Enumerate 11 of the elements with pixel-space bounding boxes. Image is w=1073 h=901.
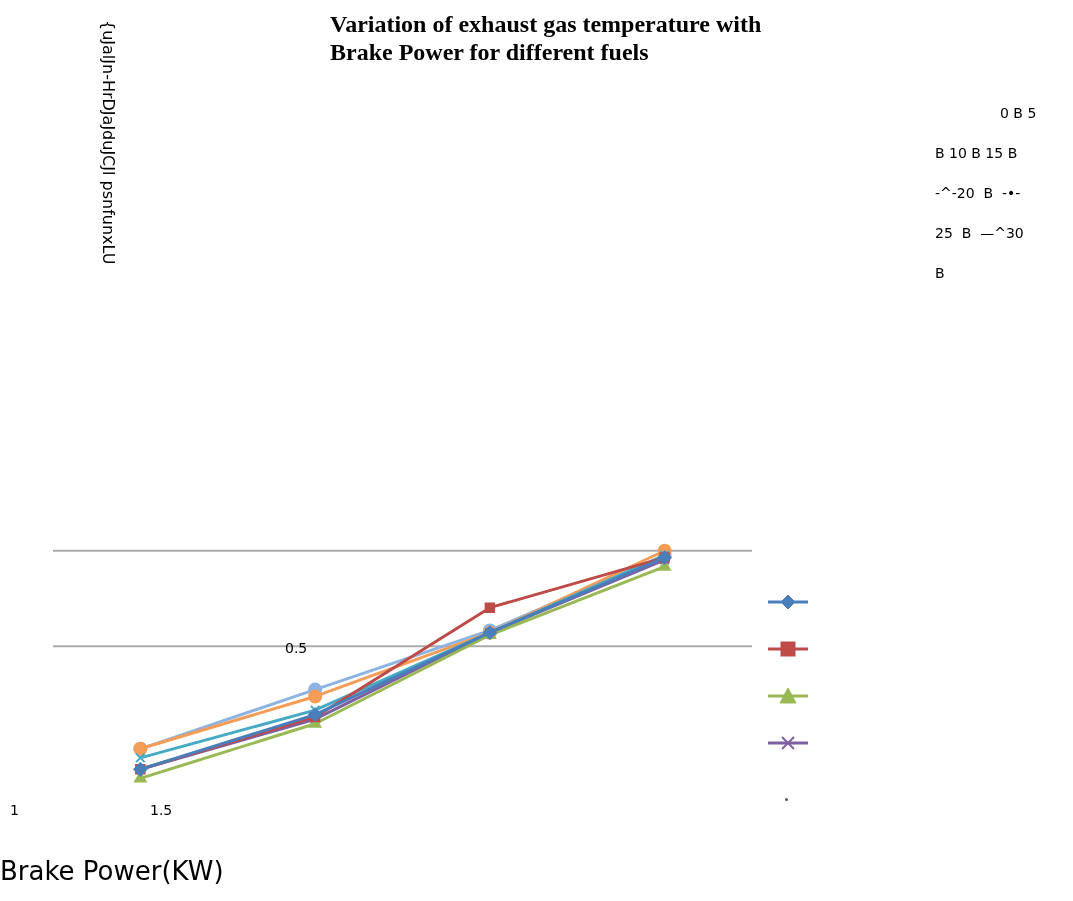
text: 0 B 5 bbox=[1000, 105, 1037, 121]
text: 25 B —^30 bbox=[935, 225, 1024, 241]
annotation: 0.5 bbox=[285, 640, 308, 656]
text: 1 bbox=[10, 802, 19, 818]
x-axis-title: Brake Power(KW) bbox=[0, 856, 224, 886]
chart-title: Variation of exhaust gas temperature with Brake Power for different fuels bbox=[330, 10, 762, 66]
text: 1.5 bbox=[150, 802, 173, 818]
text: {uJalJn-HrDJaJduJCJl psnfunxLU bbox=[99, 20, 118, 265]
text: B 10 B 15 B bbox=[935, 145, 1018, 161]
text: B bbox=[935, 265, 945, 281]
text: -^-20 B -•- bbox=[935, 185, 1021, 201]
